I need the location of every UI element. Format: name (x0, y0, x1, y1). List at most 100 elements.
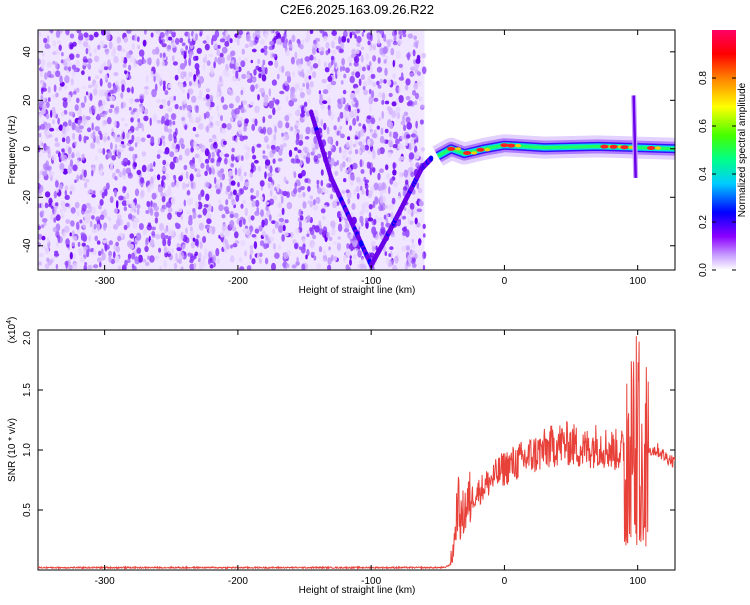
noise-speckle (243, 125, 248, 132)
noise-speckle (296, 257, 299, 263)
noise-speckle (302, 218, 308, 223)
noise-speckle (250, 84, 255, 92)
noise-speckle (181, 143, 185, 150)
noise-speckle (264, 234, 269, 241)
noise-speckle (150, 70, 154, 79)
noise-speckle (217, 56, 223, 65)
noise-speckle (405, 96, 411, 101)
noise-speckle (91, 206, 96, 215)
noise-speckle (244, 181, 250, 188)
noise-speckle (413, 59, 416, 65)
noise-speckle (252, 32, 256, 39)
noise-speckle (205, 88, 211, 93)
noise-speckle (46, 61, 53, 68)
noise-speckle (82, 234, 88, 242)
noise-speckle (251, 258, 256, 265)
noise-speckle (156, 154, 161, 159)
noise-speckle (298, 71, 304, 77)
noise-speckle (186, 189, 191, 196)
noise-speckle (64, 225, 70, 233)
noise-speckle (244, 250, 247, 257)
noise-speckle (74, 104, 79, 111)
noise-speckle (157, 149, 163, 155)
noise-speckle (79, 174, 83, 180)
noise-speckle (216, 178, 221, 186)
noise-speckle (107, 150, 112, 159)
noise-speckle (368, 88, 372, 95)
noise-speckle (141, 164, 147, 173)
noise-speckle (361, 66, 366, 72)
noise-speckle (189, 116, 195, 124)
noise-speckle (327, 257, 332, 265)
noise-speckle (408, 100, 413, 106)
noise-speckle (216, 257, 220, 265)
noise-speckle (386, 79, 392, 86)
noise-speckle (368, 122, 371, 131)
noise-speckle (136, 204, 141, 209)
noise-speckle (359, 159, 363, 168)
noise-speckle (91, 215, 95, 220)
noise-speckle (184, 76, 191, 81)
noise-speckle (385, 222, 391, 228)
noise-speckle (144, 108, 149, 115)
noise-speckle (247, 146, 250, 153)
noise-speckle (57, 151, 61, 158)
noise-speckle (221, 123, 227, 129)
noise-speckle (195, 78, 199, 87)
noise-speckle (174, 148, 179, 153)
noise-speckle (257, 94, 260, 101)
noise-speckle (295, 138, 300, 146)
noise-speckle (297, 149, 302, 154)
noise-speckle (225, 199, 229, 206)
noise-speckle (326, 231, 330, 239)
noise-speckle (173, 136, 177, 144)
noise-speckle (235, 70, 239, 79)
noise-speckle (264, 159, 271, 166)
noise-speckle (412, 263, 417, 268)
noise-speckle (333, 62, 337, 67)
noise-speckle (178, 82, 184, 90)
noise-speckle (183, 98, 187, 105)
noise-speckle (373, 97, 379, 102)
noise-speckle (309, 54, 314, 61)
noise-speckle (243, 171, 247, 177)
noise-speckle (356, 35, 362, 44)
noise-speckle (346, 243, 350, 250)
noise-speckle (255, 190, 260, 198)
noise-speckle (70, 220, 75, 227)
noise-speckle (311, 143, 315, 148)
noise-speckle (100, 113, 106, 118)
noise-speckle (324, 67, 330, 73)
noise-speckle (366, 161, 371, 169)
noise-speckle (226, 185, 231, 192)
noise-speckle (228, 170, 233, 177)
noise-speckle (258, 225, 263, 232)
noise-speckle (371, 245, 376, 252)
noise-speckle (188, 71, 193, 78)
noise-speckle (117, 214, 122, 220)
noise-speckle (167, 247, 172, 255)
noise-speckle (108, 108, 113, 113)
noise-speckle (251, 145, 255, 154)
noise-speckle (77, 248, 81, 253)
noise-speckle (138, 49, 145, 57)
noise-speckle (305, 254, 308, 260)
noise-speckle (326, 83, 332, 91)
noise-speckle (323, 257, 327, 262)
band-hotspot (620, 145, 629, 150)
band-hotspot-halo (655, 146, 661, 150)
noise-speckle (217, 44, 221, 49)
noise-speckle (405, 179, 409, 185)
noise-speckle (307, 215, 311, 221)
snr-x-ticks: -300 -200 -100 0 100 (95, 330, 646, 587)
band-hotspot-halo (455, 147, 462, 151)
noise-speckle (263, 45, 268, 50)
noise-speckle (285, 263, 290, 269)
noise-speckle (64, 194, 70, 200)
noise-speckle (143, 30, 147, 35)
noise-speckle (381, 182, 387, 191)
noise-speckle (414, 151, 420, 160)
noise-speckle (270, 30, 274, 34)
noise-speckle (136, 169, 142, 176)
noise-speckle (111, 155, 117, 161)
